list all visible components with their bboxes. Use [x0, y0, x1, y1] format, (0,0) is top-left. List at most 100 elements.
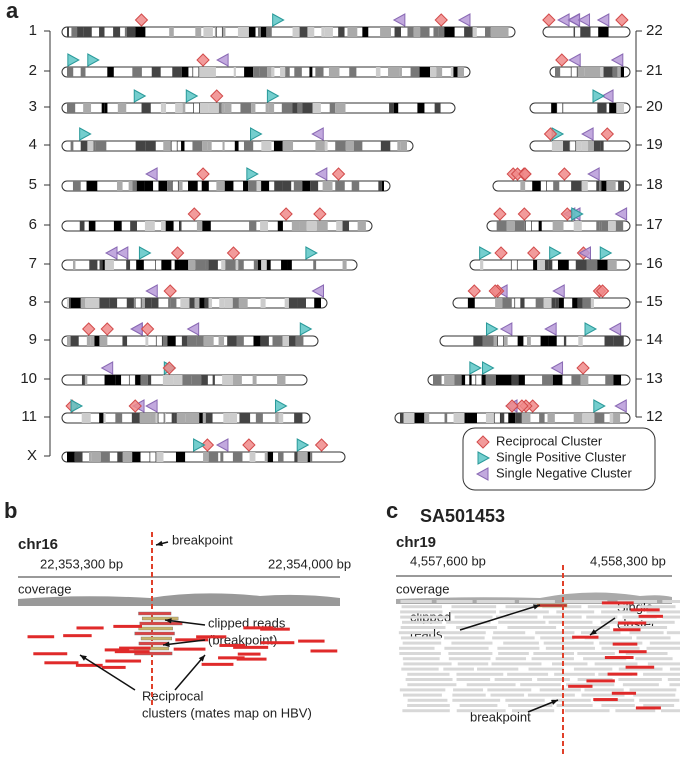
- band: [417, 103, 425, 113]
- positive-marker: [70, 399, 84, 413]
- band: [362, 27, 369, 37]
- read: [543, 641, 594, 645]
- read: [114, 650, 150, 654]
- chromosome-label: 18: [646, 176, 663, 193]
- read: [639, 620, 675, 624]
- band: [167, 336, 176, 346]
- band: [485, 375, 496, 385]
- band: [195, 260, 206, 270]
- band: [104, 103, 108, 113]
- read: [601, 610, 638, 614]
- band: [338, 27, 345, 37]
- read: [505, 605, 538, 609]
- band: [253, 260, 258, 270]
- band: [297, 452, 308, 462]
- band: [126, 260, 131, 270]
- band: [90, 336, 95, 346]
- band: [613, 375, 622, 385]
- band: [547, 413, 555, 423]
- arrow: [162, 639, 206, 646]
- band: [161, 221, 166, 231]
- band: [312, 103, 321, 113]
- reciprocal-marker: [331, 167, 346, 181]
- read: [586, 615, 618, 619]
- band: [457, 67, 464, 77]
- positive-marker: [138, 246, 152, 260]
- centromere: [540, 180, 547, 192]
- read: [399, 652, 441, 655]
- centromere: [173, 220, 180, 232]
- reciprocal-marker: [505, 399, 519, 413]
- read: [629, 631, 664, 635]
- read: [566, 683, 615, 687]
- band: [221, 103, 225, 113]
- band: [203, 27, 213, 37]
- reciprocal-marker: [128, 399, 142, 413]
- negative-marker: [392, 13, 406, 27]
- band: [104, 260, 114, 270]
- chromosome-label: 9: [29, 331, 37, 348]
- track-label: coverage: [18, 581, 71, 596]
- band: [165, 221, 175, 231]
- positive-marker: [87, 53, 100, 67]
- band: [257, 27, 261, 37]
- band: [74, 452, 83, 462]
- band: [236, 336, 244, 346]
- band: [124, 27, 127, 37]
- band: [292, 27, 300, 37]
- band: [175, 103, 183, 113]
- band: [109, 298, 118, 308]
- read: [44, 661, 79, 665]
- arrow-head: [80, 655, 87, 661]
- band: [272, 336, 283, 346]
- band: [601, 221, 609, 231]
- centromere: [510, 259, 518, 271]
- positive-marker: [469, 361, 482, 375]
- band: [233, 67, 236, 77]
- positive-marker: [599, 246, 613, 260]
- band: [291, 221, 300, 231]
- positive-marker: [485, 322, 499, 336]
- band: [235, 260, 239, 270]
- positive-marker: [193, 438, 206, 452]
- read: [643, 704, 675, 707]
- negative-marker: [544, 322, 557, 336]
- read: [450, 610, 497, 614]
- clipped-read: [139, 621, 183, 626]
- band: [444, 413, 448, 423]
- band: [467, 298, 475, 308]
- band: [314, 298, 321, 308]
- read: [583, 657, 627, 661]
- band: [80, 141, 88, 151]
- chromosome-label: 3: [29, 98, 37, 115]
- band: [285, 67, 290, 77]
- read: [527, 693, 575, 697]
- band: [86, 181, 98, 191]
- band: [126, 298, 134, 308]
- chromosome: chr19: [396, 534, 436, 551]
- positive-marker: [477, 451, 491, 465]
- read: [497, 646, 540, 650]
- band: [88, 298, 100, 308]
- band: [221, 260, 226, 270]
- read: [662, 600, 680, 603]
- band: [599, 181, 602, 191]
- band: [116, 181, 123, 191]
- band: [81, 375, 85, 385]
- reciprocal-marker: [517, 207, 532, 221]
- tick-label: 22,353,300 bp: [40, 556, 123, 571]
- band: [593, 141, 601, 151]
- band: [181, 67, 189, 77]
- band: [67, 67, 74, 77]
- read: [503, 641, 539, 645]
- cluster-read: [613, 628, 641, 632]
- read: [76, 626, 104, 630]
- band: [77, 27, 84, 37]
- read: [556, 704, 593, 707]
- centromere: [570, 66, 578, 78]
- band: [139, 413, 151, 423]
- clipped-read: [138, 611, 172, 616]
- band: [571, 181, 582, 191]
- band: [219, 298, 225, 308]
- read: [564, 626, 610, 629]
